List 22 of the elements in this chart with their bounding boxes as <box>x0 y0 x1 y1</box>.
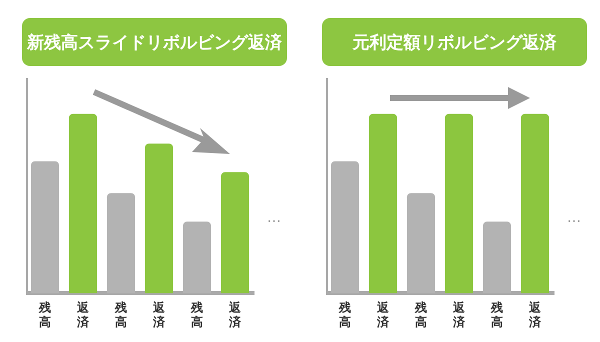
bar <box>520 114 550 294</box>
x-tick-label: 残高 <box>414 300 427 329</box>
x-tick-label: 残高 <box>38 300 51 329</box>
x-tick-label: 残高 <box>114 300 127 329</box>
bar <box>220 172 250 294</box>
x-tick-label: 返済 <box>376 300 390 329</box>
x-tick-label: 返済 <box>152 300 166 329</box>
x-tick-label: 残高 <box>338 300 351 329</box>
bar <box>68 114 98 294</box>
text: … <box>567 210 581 226</box>
chart-title: 元利定額リボルビング返済 <box>322 18 587 66</box>
x-tick-label: 残高 <box>190 300 203 329</box>
x-tick-label: 残高 <box>490 300 503 329</box>
text: … <box>267 210 281 226</box>
bar <box>368 114 398 294</box>
chart-title: 新残高スライドリボルビング返済 <box>22 18 287 66</box>
x-tick-label: 返済 <box>76 300 90 329</box>
x-tick-label: 返済 <box>528 300 542 329</box>
bar <box>444 114 474 294</box>
x-tick-label: 返済 <box>452 300 466 329</box>
bar <box>144 144 174 294</box>
x-tick-label: 返済 <box>228 300 242 329</box>
